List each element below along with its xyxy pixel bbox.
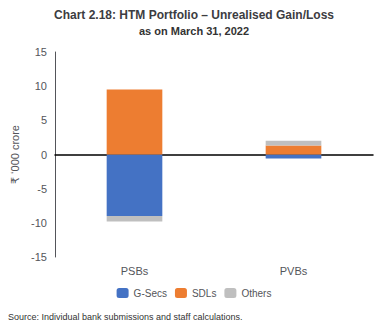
svg-text:PSBs: PSBs (121, 265, 149, 277)
svg-text:₹ ‘000 crore: ₹ ‘000 crore (9, 125, 21, 184)
svg-text:15: 15 (35, 46, 47, 58)
svg-text:-5: -5 (37, 183, 47, 195)
svg-text:Chart 2.18: HTM Portfolio – Un: Chart 2.18: HTM Portfolio – Unrealised G… (54, 8, 334, 22)
svg-text:as on March 31, 2022: as on March 31, 2022 (139, 25, 249, 37)
svg-text:-10: -10 (31, 217, 47, 229)
svg-text:10: 10 (35, 80, 47, 92)
svg-text:PVBs: PVBs (280, 265, 308, 277)
svg-text:SDLs: SDLs (192, 288, 216, 299)
svg-text:Source: Individual bank submis: Source: Individual bank submissions and … (8, 312, 242, 322)
svg-text:5: 5 (41, 114, 47, 126)
svg-text:-15: -15 (31, 251, 47, 263)
svg-text:0: 0 (41, 149, 47, 161)
svg-text:Others: Others (241, 288, 271, 299)
svg-text:G-Secs: G-Secs (134, 288, 167, 299)
